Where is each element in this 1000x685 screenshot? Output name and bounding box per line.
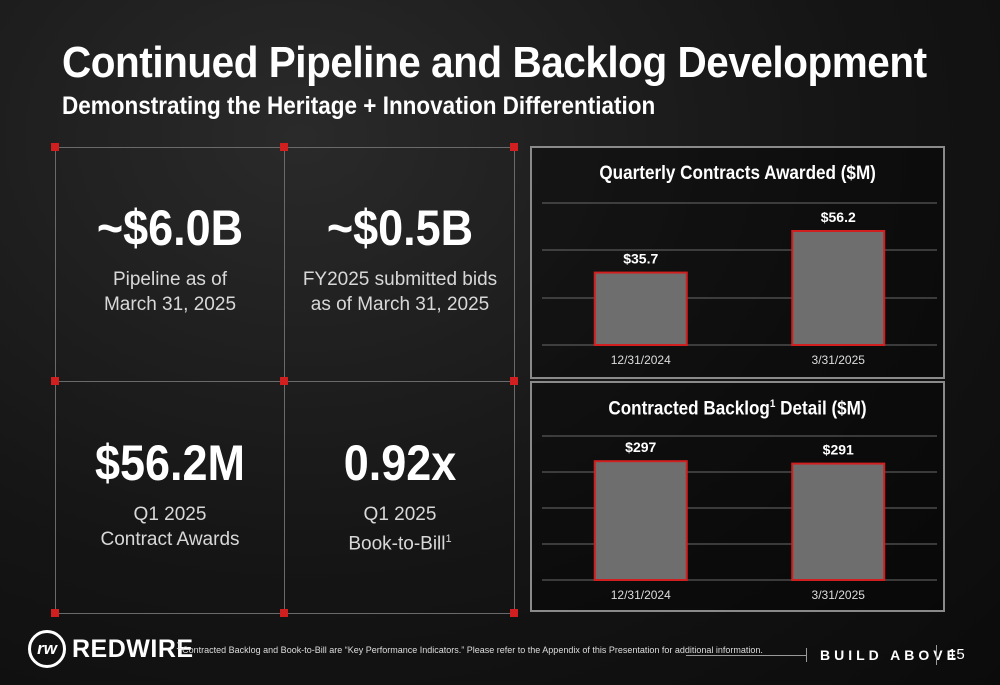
footnote-mark: 1: [769, 398, 776, 410]
footnote: 1Contracted Backlog and Book-to-Bill are…: [176, 640, 763, 655]
kpi-label: FY2025 submitted bids as of March 31, 20…: [302, 269, 498, 315]
bar: [791, 462, 886, 581]
kpi-contract-awards: $56.2M Q1 2025 Contract Awards: [55, 434, 285, 552]
footer-divider-tick: [806, 648, 807, 662]
x-tick-label: 3/31/2025: [812, 353, 866, 367]
kpi-book-to-bill: 0.92x Q1 2025 Book-to-Bill1: [285, 434, 515, 556]
footnote-mark: 1: [445, 533, 452, 545]
data-label: $291: [823, 442, 854, 458]
data-label: $297: [625, 439, 656, 455]
chart-title-suffix: Detail ($M): [775, 398, 867, 420]
grid-node: [51, 377, 59, 385]
kpi-value: 0.92x: [343, 435, 457, 491]
grid-node: [51, 143, 59, 151]
grid-node: [280, 143, 288, 151]
grid-node: [280, 377, 288, 385]
kpi-label-text: Q1 2025 Book-to-Bill: [348, 504, 446, 555]
chart-title-text: Contracted Backlog: [608, 398, 770, 420]
footer-divider: [686, 655, 806, 656]
chart-title: Quarterly Contracts Awarded ($M): [599, 163, 876, 184]
page-separator: [936, 645, 937, 665]
kpi-submitted-bids: ~$0.5B FY2025 submitted bids as of March…: [285, 199, 515, 317]
chart-title: Contracted Backlog1 Detail ($M): [532, 398, 943, 420]
chart-panel-contracts: Quarterly Contracts Awarded ($M) $35.7 12…: [530, 146, 945, 379]
x-tick-label: 12/31/2024: [611, 588, 671, 602]
grid-node: [51, 609, 59, 617]
redwire-logo: rw REDWIRE: [28, 630, 194, 668]
redwire-logo-icon: rw: [28, 630, 66, 668]
kpi-label: Q1 2025 Book-to-Bill1: [285, 502, 515, 556]
brand-name: REDWIRE: [72, 634, 194, 663]
kpi-label: Pipeline as of March 31, 2025: [103, 269, 237, 315]
grid-node: [280, 609, 288, 617]
grid-node: [510, 609, 518, 617]
kpi-value: $56.2M: [94, 435, 246, 491]
bar-chart-backlog: $297 12/31/2024 $291 3/31/2025: [542, 435, 937, 602]
kpi-label: Q1 2025 Contract Awards: [100, 504, 240, 550]
kpi-value: ~$6.0B: [96, 200, 244, 256]
kpi-value: ~$0.5B: [326, 200, 474, 256]
page-title: Continued Pipeline and Backlog Developme…: [62, 38, 927, 87]
bar: [593, 271, 688, 346]
x-tick-label: 12/31/2024: [611, 353, 671, 367]
grid-node: [510, 143, 518, 151]
bar: [791, 229, 886, 346]
tagline: BUILD ABOVE: [820, 647, 960, 663]
page-subtitle: Demonstrating the Heritage + Innovation …: [62, 92, 656, 120]
x-tick-label: 3/31/2025: [812, 588, 866, 602]
page-number: 15: [948, 646, 965, 663]
data-label: $35.7: [623, 251, 658, 267]
grid-node: [510, 377, 518, 385]
footnote-mark: 1: [176, 640, 183, 652]
kpi-pipeline: ~$6.0B Pipeline as of March 31, 2025: [55, 199, 285, 317]
bar: [593, 460, 688, 581]
chart-panel-backlog: Contracted Backlog1 Detail ($M) $297 12/3…: [530, 381, 945, 612]
kpi-grid: ~$6.0B Pipeline as of March 31, 2025 ~$0…: [51, 143, 518, 617]
bar-chart-contracts: $35.7 12/31/2024 $56.2 3/31/2025: [542, 202, 937, 367]
footnote-text: Contracted Backlog and Book-to-Bill are …: [182, 645, 763, 655]
data-label: $56.2: [821, 209, 856, 225]
